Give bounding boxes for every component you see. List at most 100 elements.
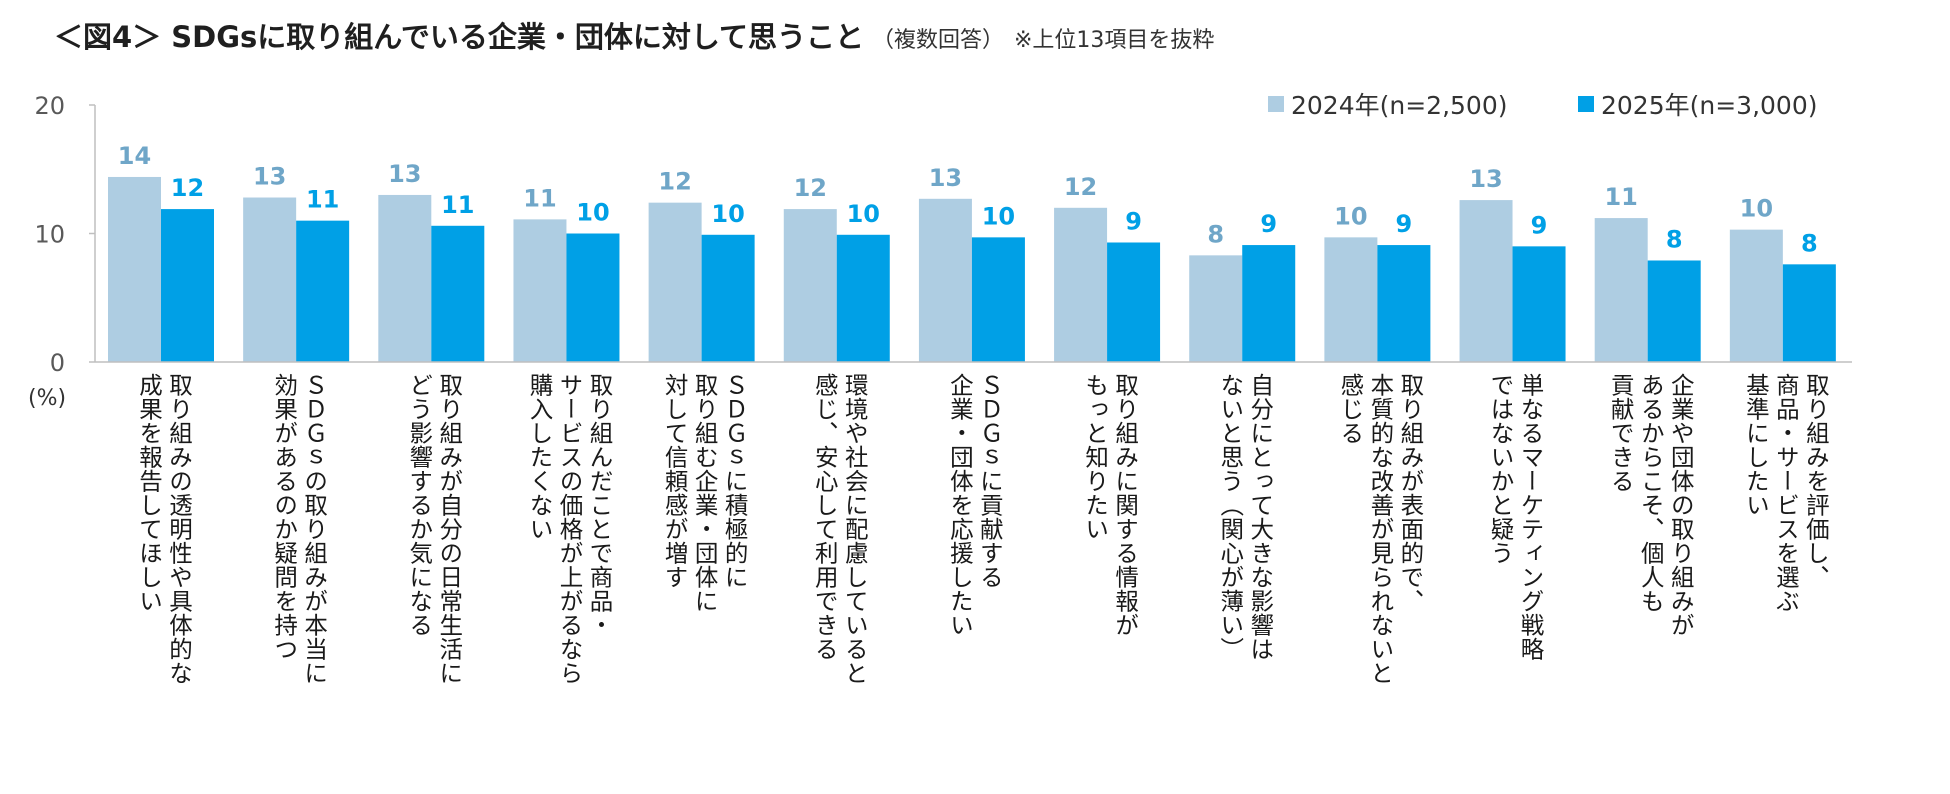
category-label: 単なるマーケティング戦略 ではないかと疑う bbox=[1486, 373, 1546, 793]
category-label-line: 企業や団体の取り組みが bbox=[1666, 373, 1695, 637]
data-label-2024: 12 bbox=[658, 168, 691, 196]
bar-2025 bbox=[1782, 264, 1836, 362]
category-label: 取り組みが表面的で、 本質的な改善が見られないと 感じる bbox=[1335, 373, 1425, 793]
category-label-line: 成果を報告してほしい bbox=[135, 373, 163, 613]
legend-swatch-2024 bbox=[1268, 96, 1284, 112]
category-label-line: 取り組む企業・団体に bbox=[690, 373, 719, 613]
chart-title-sub: （複数回答） bbox=[871, 28, 1004, 53]
bar-2025 bbox=[161, 209, 214, 362]
data-label-2024: 12 bbox=[794, 174, 827, 202]
category-label-line: 取り組みを評価し、 bbox=[1801, 373, 1830, 589]
data-label-2025: 11 bbox=[306, 186, 339, 214]
data-label-2025: 10 bbox=[711, 200, 744, 228]
bar-2024 bbox=[378, 194, 432, 362]
category-label-line: 対して信頼感が増す bbox=[660, 373, 689, 589]
data-label-2025: 9 bbox=[1260, 210, 1277, 238]
data-label-2024: 11 bbox=[1604, 183, 1637, 211]
y-tick-label: 10 bbox=[34, 221, 65, 249]
category-label: 取り組みの透明性や具体的な 成果を報告してほしい bbox=[134, 373, 194, 793]
category-label: 取り組みに関する情報が もっと知りたい bbox=[1080, 373, 1140, 793]
bar-2024 bbox=[243, 197, 297, 362]
category-label-line: 取り組みに関する情報が bbox=[1111, 373, 1140, 637]
data-label-2024: 10 bbox=[1334, 202, 1367, 230]
category-label-line: 取り組みの透明性や具体的な bbox=[165, 373, 193, 685]
bar-2025 bbox=[1647, 260, 1701, 362]
category-label-line: サービスの価格が上がるなら bbox=[555, 373, 584, 685]
data-label-2025: 9 bbox=[1396, 210, 1413, 238]
category-label-line: 企業・団体を応援したい bbox=[945, 373, 974, 637]
data-label-2024: 11 bbox=[523, 184, 556, 212]
bar-2024 bbox=[1459, 200, 1513, 362]
data-label-2024: 8 bbox=[1207, 220, 1224, 248]
data-label-2025: 8 bbox=[1801, 229, 1818, 257]
category-label-line: 購入したくない bbox=[525, 373, 554, 541]
category-label-line: 効果があるのか疑問を持つ bbox=[270, 373, 299, 661]
data-label-2025: 10 bbox=[982, 202, 1015, 230]
category-label-line: 感じ、安心して利用できる bbox=[810, 373, 839, 661]
y-tick-label: 20 bbox=[34, 92, 65, 120]
bar-2024 bbox=[1729, 229, 1783, 362]
category-label-line: 感じる bbox=[1336, 373, 1365, 445]
data-label-2024: 10 bbox=[1740, 195, 1773, 223]
bar-2024 bbox=[513, 219, 567, 362]
category-label-line: 商品・サービスを選ぶ bbox=[1771, 373, 1800, 613]
category-label: 企業や団体の取り組みが あるからこそ、個人も 貢献できる bbox=[1606, 373, 1696, 793]
bar-2024 bbox=[1189, 255, 1243, 362]
chart-title-note: ※上位13項目を抜粋 bbox=[1014, 28, 1215, 53]
category-label: 取り組みが自分の日常生活に どう影響するか気になる bbox=[404, 373, 464, 793]
data-label-2024: 13 bbox=[388, 160, 421, 188]
legend-label-2024: 2024年(n=2,500) bbox=[1291, 91, 1508, 120]
category-label-line: ＳＤＧｓに貢献する bbox=[975, 373, 1004, 589]
data-label-2024: 14 bbox=[118, 142, 151, 170]
bar-2025 bbox=[1107, 242, 1161, 362]
data-label-2025: 9 bbox=[1125, 207, 1142, 235]
y-axis-unit-label: (%) bbox=[28, 386, 66, 411]
category-label-line: 取り組んだことで商品・ bbox=[585, 373, 614, 637]
data-label-2025: 10 bbox=[847, 200, 880, 228]
category-label-line: ＳＤＧｓに積極的に bbox=[720, 373, 749, 589]
category-label-line: ＳＤＧｓの取り組みが本当に bbox=[300, 373, 329, 685]
bar-2025 bbox=[1377, 245, 1431, 362]
category-label-line: もっと知りたい bbox=[1081, 373, 1110, 541]
data-label-2025: 9 bbox=[1531, 211, 1548, 239]
bar-2025 bbox=[701, 234, 755, 362]
category-label: ＳＤＧｓに貢献する 企業・団体を応援したい bbox=[945, 373, 1005, 793]
category-label-line: 本質的な改善が見られないと bbox=[1366, 373, 1395, 685]
category-label: 環境や社会に配慮していると 感じ、安心して利用できる bbox=[810, 373, 870, 793]
data-label-2025: 10 bbox=[576, 199, 609, 227]
data-label-2025: 11 bbox=[441, 191, 474, 219]
bar-2024 bbox=[1324, 237, 1378, 362]
data-label-2024: 13 bbox=[1469, 165, 1502, 193]
category-label-line: 貢献できる bbox=[1606, 373, 1635, 493]
bar-2025 bbox=[431, 225, 485, 362]
bar-2025 bbox=[836, 234, 890, 362]
category-label-line: 自分にとって大きな影響は bbox=[1246, 373, 1275, 661]
bar-2024 bbox=[108, 176, 161, 362]
chart-title-main: ＜図4＞ SDGsに取り組んでいる企業・団体に対して思うこと bbox=[54, 20, 864, 54]
bar-2024 bbox=[648, 202, 702, 362]
chart-title: ＜図4＞ SDGsに取り組んでいる企業・団体に対して思うこと （複数回答） ※上位1… bbox=[54, 14, 1214, 56]
legend-swatch-2025 bbox=[1578, 96, 1594, 112]
category-label-line: 環境や社会に配慮していると bbox=[840, 373, 869, 685]
category-label: 取り組んだことで商品・ サービスの価格が上がるなら 購入したくない bbox=[524, 373, 614, 793]
bar-2025 bbox=[296, 220, 350, 362]
bar-2024 bbox=[1054, 207, 1108, 362]
category-label-line: 取り組みが自分の日常生活に bbox=[435, 373, 464, 685]
category-label-line: どう影響するか気になる bbox=[405, 373, 434, 637]
category-label-line: 単なるマーケティング戦略 bbox=[1516, 373, 1545, 661]
category-label-line: 取り組みが表面的で、 bbox=[1396, 373, 1425, 613]
data-label-2024: 12 bbox=[1064, 173, 1097, 201]
bar-2024 bbox=[918, 198, 972, 362]
category-label: ＳＤＧｓの取り組みが本当に 効果があるのか疑問を持つ bbox=[269, 373, 329, 793]
bar-2025 bbox=[1242, 245, 1296, 362]
bar-2025 bbox=[971, 237, 1025, 362]
category-label: 取り組みを評価し、 商品・サービスを選ぶ 基準にしたい bbox=[1741, 373, 1831, 793]
bar-2024 bbox=[783, 209, 837, 362]
category-label: ＳＤＧｓに積極的に 取り組む企業・団体に 対して信頼感が増す bbox=[660, 373, 750, 793]
legend-label-2025: 2025年(n=3,000) bbox=[1601, 91, 1818, 120]
category-label-line: あるからこそ、個人も bbox=[1636, 373, 1665, 613]
data-label-2025: 8 bbox=[1666, 225, 1683, 253]
data-label-2024: 13 bbox=[253, 163, 286, 191]
category-label-line: ないと思う（関心が薄い） bbox=[1216, 373, 1245, 661]
